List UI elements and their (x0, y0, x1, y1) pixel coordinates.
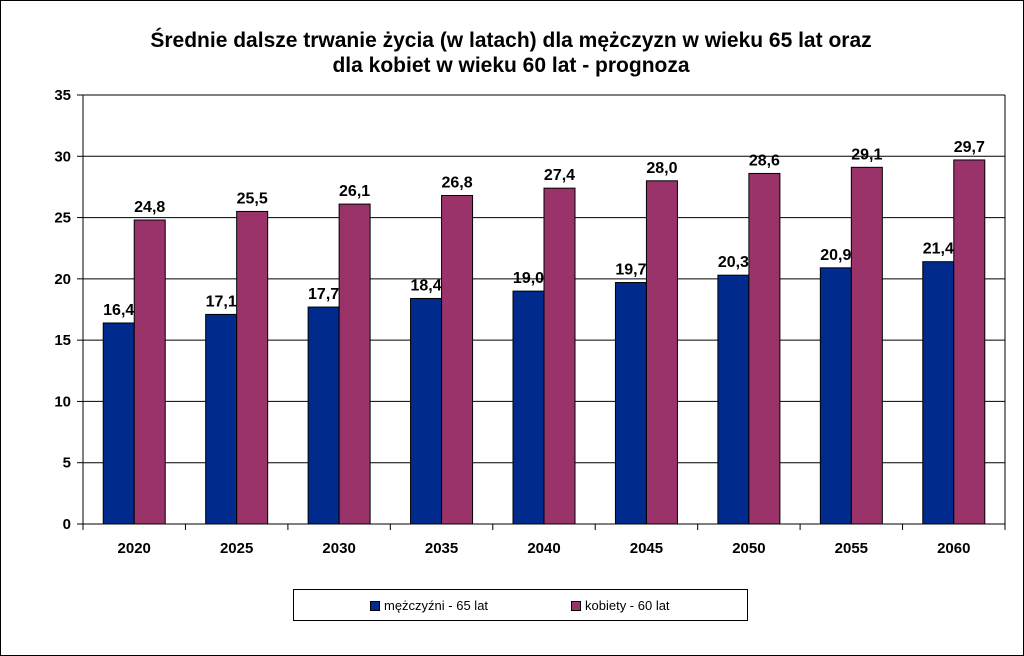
bar-women-2055 (850, 166, 883, 525)
x-tick-label-2040: 2040 (527, 540, 560, 557)
y-tick-label-20: 20 (54, 271, 71, 288)
bar-women-2060 (953, 159, 986, 525)
data-label-men-2055: 20,9 (820, 247, 851, 264)
x-tick-label-2050: 2050 (732, 540, 765, 557)
data-label-men-2045: 19,7 (615, 262, 646, 279)
bar-men-2040 (512, 290, 545, 525)
data-label-men-2030: 17,7 (308, 286, 339, 303)
x-tick-label-2030: 2030 (322, 540, 355, 557)
x-tick-label-2055: 2055 (835, 540, 868, 557)
legend-swatch-men (370, 600, 380, 611)
data-label-women-2035: 26,8 (441, 175, 472, 192)
bar-men-2045 (614, 282, 647, 525)
data-label-men-2050: 20,3 (718, 254, 749, 271)
bar-men-2025 (205, 313, 238, 525)
data-label-women-2030: 26,1 (339, 183, 370, 200)
data-label-women-2045: 28,0 (646, 160, 677, 177)
legend-swatch-women (571, 600, 581, 611)
bar-women-2030 (338, 203, 371, 525)
legend-label-women: kobiety - 60 lat (585, 598, 670, 613)
bar-women-2035 (441, 195, 474, 525)
data-label-men-2025: 17,1 (206, 293, 237, 310)
y-tick-label-25: 25 (54, 210, 71, 227)
data-label-women-2020: 24,8 (134, 199, 165, 216)
x-tick-label-2035: 2035 (425, 540, 458, 557)
y-tick-label-35: 35 (54, 87, 71, 104)
bar-men-2055 (819, 267, 852, 525)
y-tick-label-0: 0 (63, 516, 71, 533)
y-tick-label-30: 30 (54, 148, 71, 165)
x-tick-label-2060: 2060 (937, 540, 970, 557)
data-label-women-2055: 29,1 (851, 146, 882, 163)
x-tick-label-2020: 2020 (118, 540, 151, 557)
data-label-men-2060: 21,4 (923, 241, 954, 258)
x-tick-label-2045: 2045 (630, 540, 663, 557)
legend-label-men: mężczyźni - 65 lat (384, 598, 489, 613)
y-tick-label-5: 5 (63, 455, 71, 472)
bar-women-2040 (543, 187, 576, 525)
bars (102, 159, 986, 525)
bar-women-2045 (645, 180, 678, 525)
data-label-men-2035: 18,4 (410, 277, 441, 294)
bar-men-2060 (922, 261, 955, 525)
legend-item-men: mężczyźni - 65 lat (370, 598, 488, 613)
data-label-women-2050: 28,6 (749, 152, 780, 169)
bar-men-2030 (307, 306, 340, 525)
bar-men-2020 (102, 322, 135, 525)
y-tick-label-10: 10 (54, 393, 71, 410)
data-label-men-2040: 19,0 (513, 270, 544, 287)
data-label-women-2040: 27,4 (544, 167, 575, 184)
legend-item-women: kobiety - 60 lat (571, 598, 670, 613)
data-labels: 16,4 24,8 17,1 25,5 17,7 26,1 18,4 26,8 19,0 27,4… (103, 139, 985, 319)
bar-women-2050 (748, 172, 781, 525)
data-label-women-2025: 25,5 (237, 190, 268, 207)
y-tick-label-15: 15 (54, 332, 71, 349)
chart-title-line-1: Średnie dalsze trwanie życia (w latach) … (150, 28, 871, 52)
chart-title-line-2: dla kobiet w wieku 60 lat - prognoza (332, 54, 689, 77)
legend: mężczyźni - 65 lat kobiety - 60 lat (293, 589, 748, 621)
bar-women-2025 (236, 210, 269, 525)
data-label-women-2060: 29,7 (954, 139, 985, 156)
bar-men-2050 (717, 274, 750, 525)
data-label-men-2020: 16,4 (103, 302, 134, 319)
bar-men-2035 (410, 297, 443, 525)
bar-women-2020 (133, 219, 166, 525)
x-tick-label-2025: 2025 (220, 540, 253, 557)
